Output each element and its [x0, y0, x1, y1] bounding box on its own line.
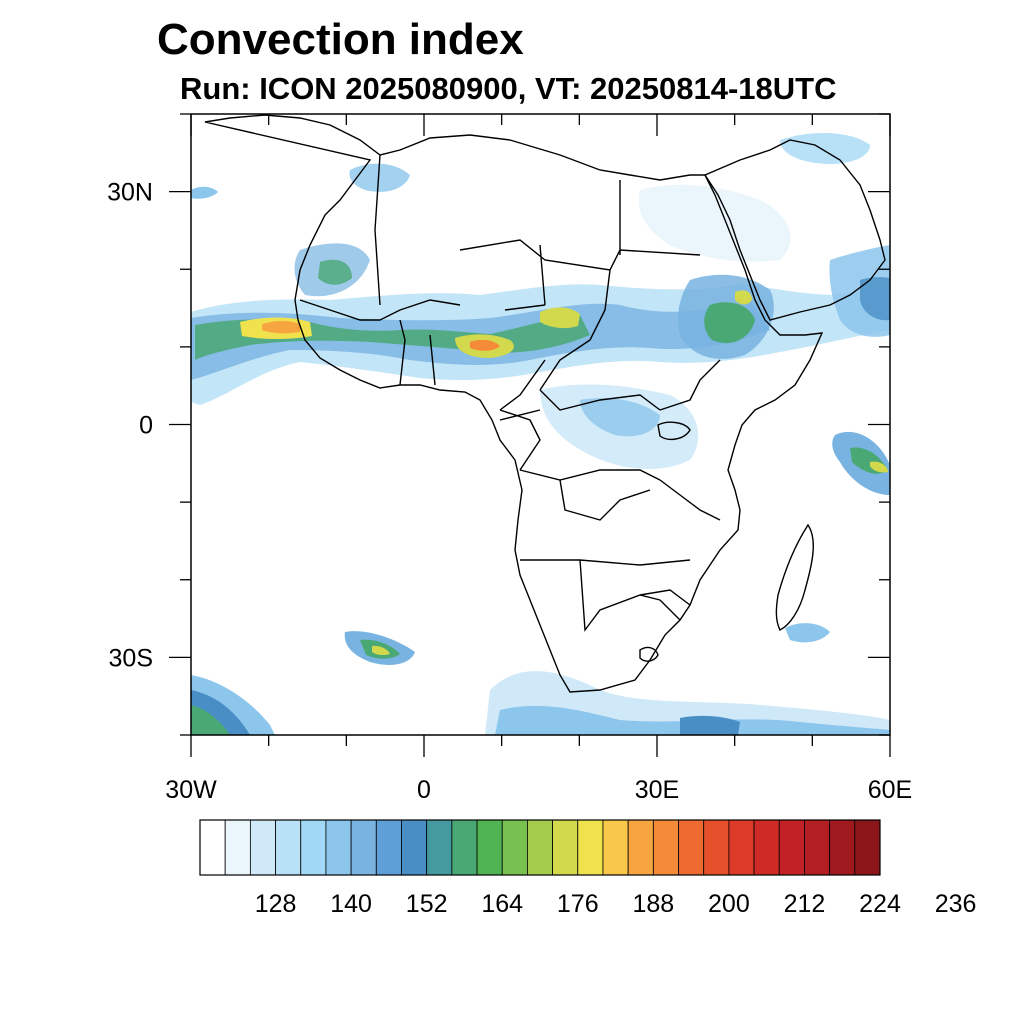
colorbar-swatch [728, 819, 755, 876]
colorbar-swatch [577, 819, 604, 876]
colorbar-swatch [527, 819, 553, 876]
colorbar: 128 140 152 164 176 188 200 212 224 236 [199, 819, 977, 918]
colorbar-swatch [426, 819, 453, 876]
lon-label: 60E [868, 776, 912, 804]
colorbar-swatch [829, 819, 856, 876]
colorbar-swatch [552, 819, 579, 876]
colorbar-swatch [804, 819, 831, 876]
colorbar-tick-label: 176 [557, 890, 599, 918]
colorbar-tick-label: 140 [330, 890, 372, 918]
colorbar-swatch [476, 819, 503, 876]
colorbar-swatch [224, 819, 251, 876]
lat-label: 30S [109, 644, 153, 672]
colorbar-swatch [753, 819, 780, 876]
colorbar-tick-label: 212 [784, 890, 826, 918]
colorbar-swatch [678, 819, 705, 876]
colorbar-swatch [375, 819, 402, 876]
colorbar-swatch [501, 819, 528, 876]
map-axes: 30W 0 30E 60E 30N 0 30S [107, 113, 912, 804]
colorbar-swatch [602, 819, 629, 876]
colorbar-swatch [451, 819, 478, 876]
colorbar-tick-label: 152 [406, 890, 448, 918]
colorbar-tick-label: 128 [255, 890, 297, 918]
colorbar-tick-label: 236 [935, 890, 977, 918]
colorbar-border [199, 819, 881, 876]
lat-label: 30N [107, 179, 153, 207]
convection-shading [191, 133, 890, 735]
colorbar-tick-label: 200 [708, 890, 750, 918]
colorbar-swatch [401, 819, 428, 876]
lat-label: 0 [139, 412, 153, 440]
colorbar-tick-label: 164 [481, 890, 523, 918]
coastlines-and-borders [204, 114, 886, 693]
colorbar-swatch [300, 819, 327, 876]
colorbar-tick-label: 188 [632, 890, 674, 918]
colorbar-swatch [652, 819, 679, 876]
colorbar-swatch [350, 819, 377, 876]
colorbar-swatch [778, 819, 805, 876]
colorbar-swatch [627, 819, 654, 876]
colorbar-swatch [854, 819, 881, 876]
map-frame [190, 113, 891, 736]
colorbar-swatch [703, 819, 730, 876]
colorbar-swatch [325, 819, 352, 876]
colorbar-tick-label: 224 [859, 890, 901, 918]
colorbar-swatch [249, 819, 276, 876]
lon-label: 30W [165, 776, 217, 804]
colorbar-swatch [199, 819, 226, 876]
colorbar-swatch [275, 819, 302, 876]
plot-title: Convection index [157, 15, 524, 64]
plot-subtitle: Run: ICON 2025080900, VT: 20250814-18UTC [180, 71, 837, 106]
lon-label: 30E [635, 776, 679, 804]
lon-label: 0 [417, 776, 431, 804]
